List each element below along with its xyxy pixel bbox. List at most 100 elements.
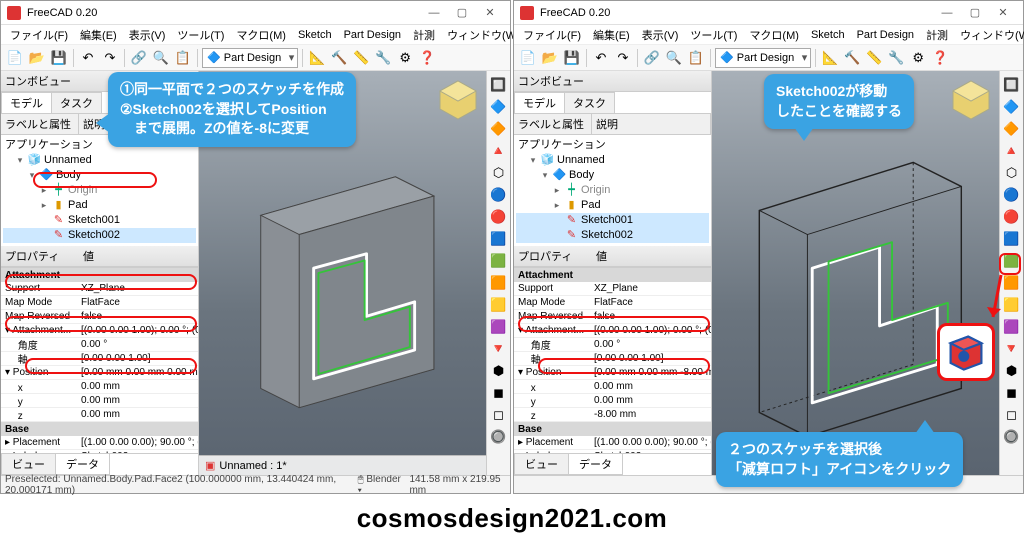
tree-pad[interactable]: ▸▮Pad [3,198,196,213]
prop-row[interactable]: 軸[0.00 0.00 1.00] [1,352,198,366]
part-design-tool-icon[interactable]: ◻ [489,405,509,425]
part-design-tool-icon[interactable]: 🔶 [1002,119,1022,139]
part-design-tool-icon[interactable]: 🟨 [489,295,509,315]
part-design-tool-icon[interactable]: ◼ [1002,383,1022,403]
menu-item[interactable]: 編集(E) [75,27,122,43]
toolbar-button[interactable]: 💾 [49,48,69,68]
toolbar-button[interactable]: 📐 [307,48,327,68]
tab-data[interactable]: データ [568,454,623,475]
prop-row[interactable]: Map ModeFlatFace [1,296,198,310]
part-design-tool-icon[interactable]: 🔘 [489,427,509,447]
toolbar-button[interactable]: ⚙ [908,48,928,68]
nav-cube[interactable] [949,77,993,121]
menu-item[interactable]: 計測 [921,27,953,43]
tree-sketch002[interactable]: ✎Sketch002 [516,228,709,243]
workbench-selector[interactable]: 🔷 Part Design [202,48,298,68]
menu-item[interactable]: ファイル(F) [5,27,73,43]
part-design-tool-icon[interactable]: 🟩 [489,251,509,271]
toolbar-button[interactable]: ↷ [613,48,633,68]
tab-task[interactable]: タスク [564,92,615,113]
toolbar-button[interactable]: ❓ [417,48,437,68]
menu-item[interactable]: Sketch [806,29,850,41]
toolbar-button[interactable]: 📋 [173,48,193,68]
prop-row[interactable]: 角度0.00 ° [514,338,711,352]
prop-row[interactable]: ▸ Placement[(1.00 0.00 0.00); 90.00 °; (… [514,436,711,450]
tab-view[interactable]: ビュー [1,454,56,475]
close-button[interactable]: ✕ [989,4,1017,22]
maximize-button[interactable]: ▢ [961,4,989,22]
prop-row[interactable]: y0.00 mm [1,394,198,408]
prop-row[interactable]: ▾ Position[0.00 mm 0.00 mm -8.00 mm] [514,366,711,380]
toolbar-button[interactable]: 🔧 [886,48,906,68]
tab-data[interactable]: データ [55,454,110,475]
prop-row[interactable]: ▸ Placement[(1.00 0.00 0.00); 90.00 °; (… [1,436,198,450]
prop-row[interactable]: SupportXZ_Plane [1,282,198,296]
tab-model[interactable]: モデル [1,92,52,113]
prop-row[interactable]: y0.00 mm [514,394,711,408]
menu-item[interactable]: ツール(T) [172,27,229,43]
menu-item[interactable]: 表示(V) [124,27,171,43]
menu-item[interactable]: ファイル(F) [518,27,586,43]
menu-item[interactable]: ウィンドウ(W) [955,27,1024,43]
toolbar-button[interactable]: 📏 [351,48,371,68]
prop-row[interactable]: x0.00 mm [1,380,198,394]
part-design-tool-icon[interactable]: 🔶 [489,119,509,139]
menu-item[interactable]: 編集(E) [588,27,635,43]
part-design-tool-icon[interactable]: ◼ [489,383,509,403]
part-design-tool-icon[interactable]: 🔻 [489,339,509,359]
tree-doc[interactable]: ▾🧊Unnamed [3,153,196,168]
toolbar-button[interactable]: 📂 [540,48,560,68]
menu-item[interactable]: 表示(V) [637,27,684,43]
part-design-tool-icon[interactable]: ⬡ [1002,163,1022,183]
tree-doc[interactable]: ▾🧊Unnamed [516,153,709,168]
workbench-selector[interactable]: 🔷 Part Design [715,48,811,68]
toolbar-button[interactable]: 📄 [5,48,25,68]
minimize-button[interactable]: — [933,4,961,22]
toolbar-button[interactable]: 🔧 [373,48,393,68]
toolbar-button[interactable]: ⚙ [395,48,415,68]
prop-row[interactable]: Map Reversedfalse [1,310,198,324]
view-tab[interactable]: Unnamed : 1* [219,460,286,472]
close-button[interactable]: ✕ [476,4,504,22]
prop-row[interactable]: 角度0.00 ° [1,338,198,352]
menu-item[interactable]: ツール(T) [685,27,742,43]
part-design-tool-icon[interactable]: 🔴 [1002,207,1022,227]
prop-row[interactable]: 軸[0.00 0.00 1.00] [514,352,711,366]
prop-row[interactable]: x0.00 mm [514,380,711,394]
menu-item[interactable]: Part Design [852,29,919,41]
prop-row[interactable]: ▾ Attachment...[(0.00 0.00 1.00); 0.00 °… [514,324,711,338]
prop-row[interactable]: ▾ Position[0.00 mm 0.00 mm 0.00 mm] [1,366,198,380]
maximize-button[interactable]: ▢ [448,4,476,22]
toolbar-button[interactable]: 📄 [518,48,538,68]
part-design-tool-icon[interactable]: 🔵 [1002,185,1022,205]
3d-viewport[interactable] [712,71,999,475]
tab-task[interactable]: タスク [51,92,102,113]
toolbar-button[interactable]: 🔨 [329,48,349,68]
part-design-tool-icon[interactable]: 🔴 [489,207,509,227]
part-design-tool-icon[interactable]: 🟩 [1002,251,1022,271]
part-design-tool-icon[interactable]: 🔻 [1002,339,1022,359]
part-design-tool-icon[interactable]: 🔺 [1002,141,1022,161]
menu-item[interactable]: 計測 [408,27,440,43]
part-design-tool-icon[interactable]: ⬢ [1002,361,1022,381]
part-design-tool-icon[interactable]: 🔷 [489,97,509,117]
toolbar-button[interactable]: ↶ [591,48,611,68]
toolbar-button[interactable]: 🔍 [664,48,684,68]
tab-view[interactable]: ビュー [514,454,569,475]
toolbar-button[interactable]: 📏 [864,48,884,68]
tree-sketch002[interactable]: ✎Sketch002 [3,228,196,243]
toolbar-button[interactable]: 📂 [27,48,47,68]
part-design-tool-icon[interactable]: ◻ [1002,405,1022,425]
menu-item[interactable]: マクロ(M) [231,27,291,43]
toolbar-button[interactable]: 🔗 [642,48,662,68]
tree-pad[interactable]: ▸▮Pad [516,198,709,213]
toolbar-button[interactable]: ↶ [78,48,98,68]
part-design-tool-icon[interactable]: ⬡ [489,163,509,183]
part-design-tool-icon[interactable]: 🔘 [1002,427,1022,447]
part-design-tool-icon[interactable]: ⬢ [489,361,509,381]
nav-cube[interactable] [436,77,480,121]
toolbar-button[interactable]: ↷ [100,48,120,68]
tree-body[interactable]: ▾🔷Body [516,168,709,183]
menu-item[interactable]: マクロ(M) [744,27,804,43]
menu-item[interactable]: Part Design [339,29,406,41]
